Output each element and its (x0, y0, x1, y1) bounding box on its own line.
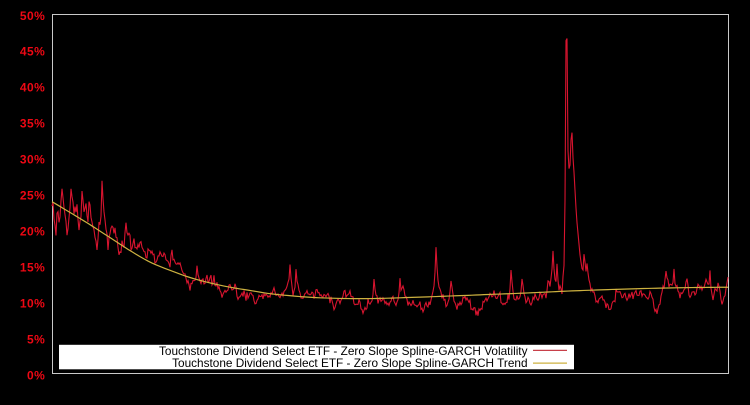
svg-text:Touchstone Dividend Select ETF: Touchstone Dividend Select ETF - Zero Sl… (159, 344, 528, 358)
svg-text:35%: 35% (20, 117, 45, 131)
svg-text:30%: 30% (20, 153, 45, 167)
svg-text:20%: 20% (20, 225, 45, 239)
svg-text:15%: 15% (20, 260, 45, 274)
svg-text:45%: 45% (20, 45, 45, 59)
svg-text:10%: 10% (20, 296, 45, 310)
svg-text:0%: 0% (27, 368, 45, 382)
svg-text:40%: 40% (20, 81, 45, 95)
svg-text:Touchstone Dividend Select ETF: Touchstone Dividend Select ETF - Zero Sl… (172, 356, 527, 370)
svg-text:5%: 5% (27, 332, 45, 346)
svg-text:25%: 25% (20, 189, 45, 203)
svg-text:50%: 50% (20, 9, 45, 23)
